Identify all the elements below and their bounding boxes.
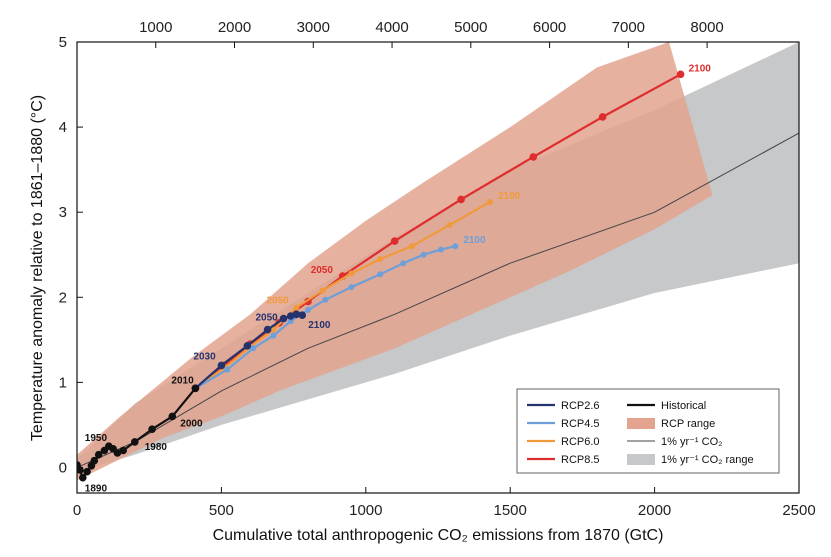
rcp26-point bbox=[263, 325, 272, 334]
top-tick-label: 5000 bbox=[454, 19, 487, 36]
rcp60-point bbox=[319, 287, 326, 294]
x-tick-label: 2000 bbox=[638, 502, 671, 519]
historical-point bbox=[83, 467, 91, 476]
top-tick-label: 7000 bbox=[612, 19, 645, 36]
year-annotations: 1890 1950 1980 2000 2010 2030 2050 2100 2050 2050… bbox=[85, 63, 712, 494]
rcp85-point bbox=[529, 153, 538, 161]
rcp45-point bbox=[305, 307, 311, 313]
top-tick-label: 4000 bbox=[375, 19, 408, 36]
rcp_range-band bbox=[77, 42, 713, 481]
rcp45-point bbox=[348, 284, 355, 291]
rcp45-point bbox=[287, 318, 294, 325]
legend-swatch bbox=[627, 454, 655, 465]
rcp26-point bbox=[286, 312, 295, 320]
rcp85-point bbox=[457, 195, 465, 204]
year-label: 2050 bbox=[266, 295, 289, 306]
rcp45-point bbox=[377, 271, 384, 278]
historical-point bbox=[94, 450, 103, 459]
rcp60-point bbox=[270, 326, 277, 333]
legend-swatch bbox=[627, 418, 655, 429]
x-tick-label: 500 bbox=[209, 502, 234, 519]
historical-point bbox=[191, 384, 200, 393]
y-tick-label: 5 bbox=[59, 34, 67, 51]
historical-point bbox=[148, 425, 156, 434]
rcp26-point bbox=[292, 310, 301, 319]
top-tick-label: 6000 bbox=[533, 19, 566, 36]
historical-point bbox=[77, 466, 84, 474]
y-axis-label: Temperature anomaly relative to 1861–188… bbox=[29, 95, 46, 441]
rcp85-point bbox=[390, 237, 399, 245]
rcp60-point bbox=[487, 199, 493, 205]
year-label: 2000 bbox=[180, 418, 203, 429]
legend-label: RCP6.0 bbox=[561, 436, 600, 448]
top-tick-label: 3000 bbox=[297, 19, 330, 36]
y-tick-label: 4 bbox=[59, 119, 67, 136]
year-label: 2050 bbox=[311, 265, 334, 276]
x-tick-label: 2500 bbox=[782, 502, 815, 519]
rcp26-point bbox=[217, 361, 226, 370]
historical-point bbox=[131, 438, 139, 446]
rcp45-point bbox=[437, 246, 444, 253]
rcp45-point bbox=[270, 332, 277, 339]
axes: 0 500 1000 1500 2000 2500 0 1 2 3 4 5 1000 2000 3000 40… bbox=[59, 19, 816, 519]
x-tick-label: 1000 bbox=[349, 502, 382, 519]
historical-point bbox=[119, 446, 127, 455]
series-lines bbox=[77, 70, 799, 482]
year-label: 2030 bbox=[193, 351, 216, 362]
legend-label: 1% yr⁻¹ CO₂ bbox=[661, 436, 722, 448]
year-label: 2100 bbox=[689, 63, 712, 74]
rcp45-point bbox=[224, 366, 231, 373]
year-label: 2100 bbox=[463, 235, 486, 246]
pct-line bbox=[77, 132, 799, 468]
y-tick-label: 0 bbox=[59, 459, 67, 476]
y-tick-label: 3 bbox=[59, 204, 67, 221]
rcp85-point bbox=[676, 70, 685, 79]
x-axis-label: Cumulative total anthropogenic CO₂ emiss… bbox=[213, 527, 664, 544]
rcp45-point bbox=[420, 251, 427, 258]
y-tick-label: 1 bbox=[59, 374, 67, 391]
historical-point bbox=[168, 412, 177, 421]
legend-label: RCP4.5 bbox=[561, 418, 600, 430]
rcp85-point bbox=[598, 113, 607, 121]
rcp60-point bbox=[293, 304, 300, 311]
historical-point bbox=[90, 456, 99, 465]
rcp60-point bbox=[348, 270, 355, 277]
legend-label: RCP2.6 bbox=[561, 400, 600, 412]
rcp26-point bbox=[243, 342, 252, 350]
year-label: 2050 bbox=[255, 313, 278, 324]
rcp26-point bbox=[279, 314, 288, 323]
rcp60-point bbox=[409, 243, 415, 250]
rcp60-point bbox=[446, 222, 453, 228]
year-label: 1980 bbox=[145, 442, 168, 453]
year-label: 1890 bbox=[85, 484, 108, 495]
x-tick-label: 1500 bbox=[494, 502, 527, 519]
historical-point bbox=[79, 473, 87, 482]
year-label: 1950 bbox=[85, 433, 108, 444]
historical-point bbox=[113, 449, 122, 457]
rcp26-point bbox=[298, 311, 307, 320]
year-label: 2100 bbox=[308, 320, 331, 331]
rcp60-point bbox=[377, 256, 384, 262]
rcp45-point bbox=[250, 345, 257, 352]
legend-label: RCP8.5 bbox=[561, 454, 600, 466]
legend-label: 1% yr⁻¹ CO₂ range bbox=[661, 454, 754, 466]
top-tick-label: 1000 bbox=[139, 19, 172, 36]
plot-frame bbox=[76, 41, 800, 494]
rcp45-point bbox=[322, 296, 329, 303]
top-tick-label: 8000 bbox=[690, 19, 723, 36]
legend-label: Historical bbox=[661, 400, 706, 412]
y-tick-label: 2 bbox=[59, 289, 67, 306]
rcp45-point bbox=[452, 243, 459, 250]
legend: RCP2.6 RCP4.5 RCP6.0 RCP8.5 Historical RCP ra… bbox=[516, 388, 780, 474]
x-tick-label: 0 bbox=[73, 502, 81, 519]
year-label: 2010 bbox=[171, 375, 194, 386]
year-label: 2100 bbox=[498, 191, 521, 202]
legend-label: RCP range bbox=[661, 418, 715, 430]
rcp45-point bbox=[400, 260, 407, 267]
top-tick-label: 2000 bbox=[218, 19, 251, 36]
range-bands bbox=[77, 42, 799, 481]
